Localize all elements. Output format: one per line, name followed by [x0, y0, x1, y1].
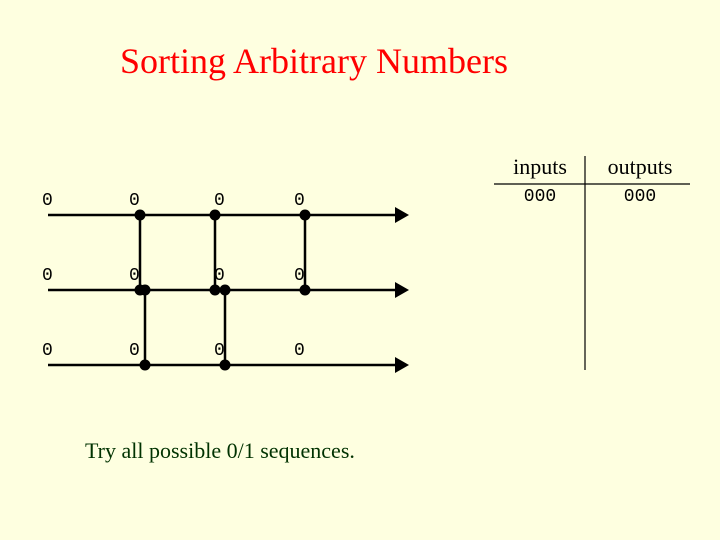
table-output-value: 000: [624, 187, 656, 207]
outputs-header: outputs: [608, 154, 673, 180]
wire-value: 0: [129, 341, 140, 361]
wire-value: 0: [42, 341, 53, 361]
wire-value: 0: [42, 191, 53, 211]
wire-value: 0: [214, 191, 225, 211]
table-input-value: 000: [524, 187, 556, 207]
sorting-network-svg: [0, 0, 720, 540]
wire-value: 0: [214, 266, 225, 286]
inputs-header: inputs: [513, 154, 567, 180]
wire-value: 0: [129, 191, 140, 211]
wire-value: 0: [294, 191, 305, 211]
wire-value: 0: [214, 341, 225, 361]
wire-value: 0: [129, 266, 140, 286]
wire-value: 0: [294, 341, 305, 361]
wire-value: 0: [294, 266, 305, 286]
wire-value: 0: [42, 266, 53, 286]
